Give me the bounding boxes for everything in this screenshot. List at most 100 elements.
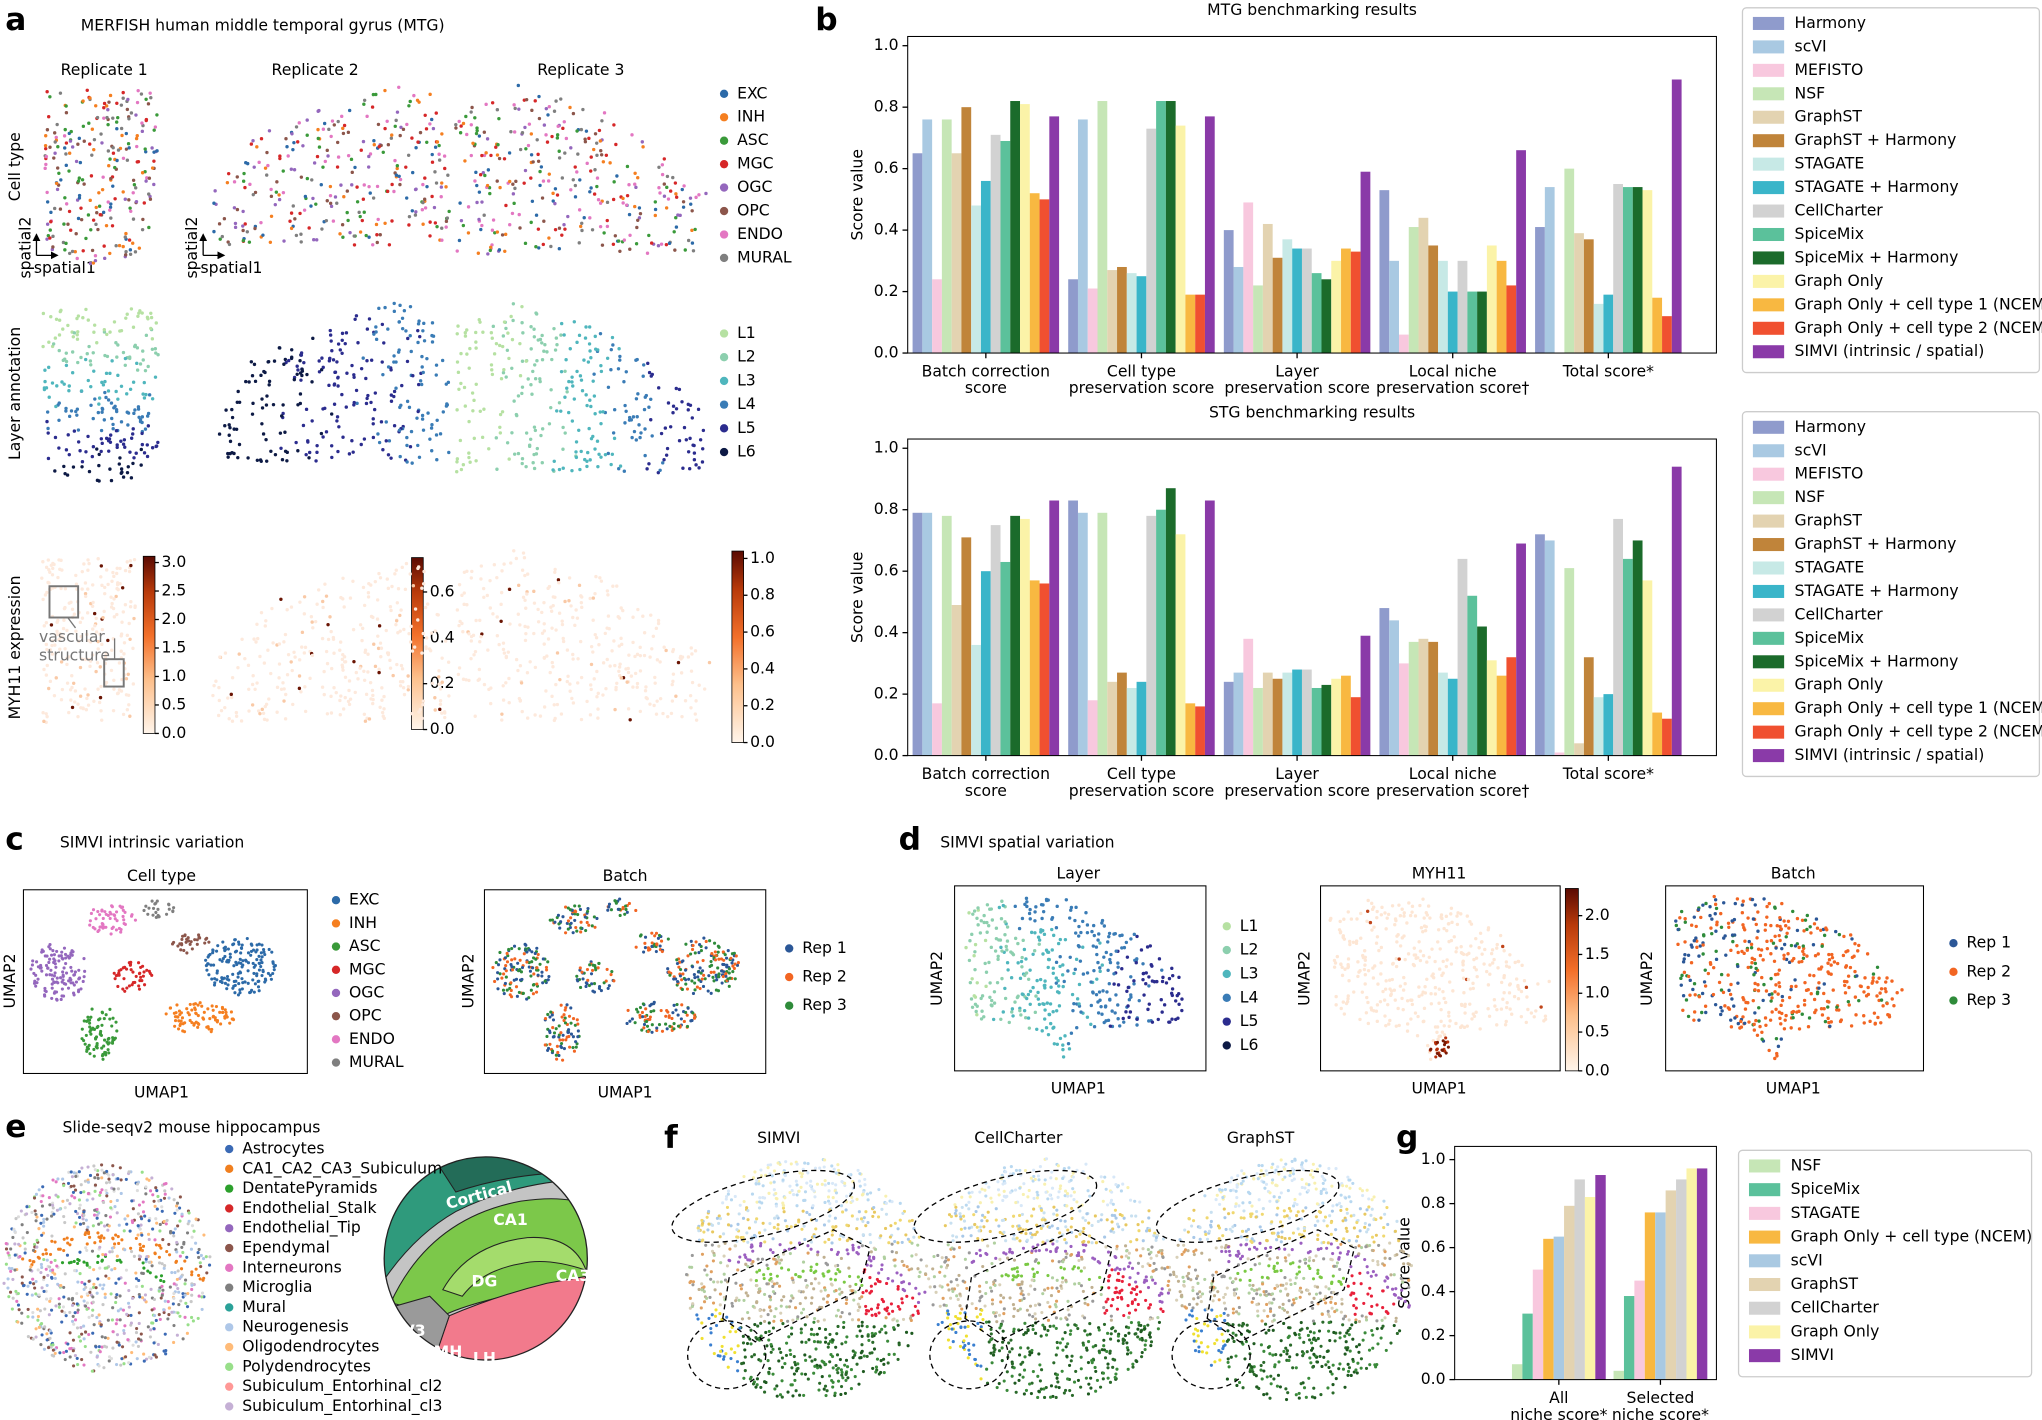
cell-dot [408, 99, 412, 104]
cell-dot [79, 206, 83, 210]
cell-dot [149, 311, 153, 316]
cell-dot [320, 227, 324, 231]
legend-label: L4 [1240, 987, 1259, 1006]
cell-dot [674, 215, 678, 220]
cell-dot [120, 677, 124, 682]
legend-dot [331, 896, 341, 905]
cell-dot [47, 395, 51, 399]
cell-dot [387, 439, 392, 443]
cell-dot [1003, 933, 1007, 937]
cell-dot [477, 667, 482, 672]
cell-dot [111, 151, 116, 155]
cell-dot [220, 976, 224, 980]
cell-dot [397, 320, 401, 324]
bar [1623, 1296, 1635, 1380]
cell-dot [567, 599, 571, 603]
cell-dot [643, 941, 647, 945]
cell-dot [659, 431, 664, 436]
cell-dot [321, 599, 325, 604]
cell-dot [1074, 931, 1078, 935]
cell-dot [389, 393, 394, 397]
cell-dot [396, 587, 401, 591]
cell-dot [695, 960, 700, 964]
cell-dot [106, 389, 111, 393]
cell-dot [43, 368, 47, 372]
cell-dot [667, 241, 672, 246]
cell-dot [57, 348, 61, 353]
cell-dot [487, 186, 492, 190]
cell-dot [1128, 1010, 1133, 1014]
cell-dot [716, 966, 720, 970]
cell-dot [1096, 1000, 1100, 1004]
cell-dot [502, 562, 506, 566]
cell-dot [554, 99, 558, 103]
cell-dot [405, 460, 409, 464]
cell-dot [1374, 941, 1379, 945]
y-tick-label: 0.2 [874, 281, 899, 300]
cell-dot [362, 669, 366, 674]
cell-dot [682, 425, 687, 430]
cell-dot [1061, 1043, 1065, 1047]
cell-dot [1141, 977, 1145, 982]
cell-dot [704, 946, 708, 950]
cell-dot [183, 934, 187, 938]
cell-dot [545, 140, 550, 144]
cell-dot [83, 687, 87, 691]
cell-dot [371, 701, 375, 706]
legend-label: Rep 2 [802, 967, 847, 986]
region-label: MH [434, 1342, 463, 1361]
cell-dot [76, 714, 80, 719]
cell-dot [989, 907, 994, 911]
bar [1301, 248, 1312, 354]
colorbar-tick-label: 1.0 [750, 548, 775, 567]
cell-dot [416, 340, 420, 345]
cell-dot [394, 386, 398, 390]
cell-dot [440, 132, 444, 136]
cell-dot [974, 1009, 978, 1014]
cell-dot [627, 653, 631, 657]
cell-dot [1514, 977, 1519, 981]
cell-dot [267, 947, 271, 952]
cell-dot [41, 560, 45, 564]
cell-dot [497, 642, 501, 647]
cell-dot [1407, 901, 1411, 905]
cell-dot [339, 694, 343, 698]
cell-dot [138, 362, 143, 366]
cell-dot [238, 988, 242, 992]
cell-dot [289, 226, 294, 231]
cell-dot [692, 451, 697, 455]
cell-dot [461, 677, 466, 681]
cell-dot [48, 95, 52, 99]
cell-dot [421, 428, 426, 432]
text-line: preservation score† [1376, 378, 1529, 397]
cell-dot [362, 102, 366, 106]
cell-dot [517, 212, 521, 217]
cell-dot [94, 669, 98, 674]
cell-dot [642, 1026, 646, 1030]
cell-dot [417, 710, 421, 714]
cell-dot [411, 374, 415, 378]
cell-dot [681, 959, 685, 963]
cell-dot [433, 221, 438, 225]
cell-dot [1135, 1017, 1139, 1021]
cell-dot [406, 688, 410, 692]
cell-dot [1351, 940, 1356, 944]
cell-dot [63, 647, 67, 651]
cell-dot [622, 469, 627, 473]
cell-dot [525, 716, 530, 720]
cell-dot [428, 220, 432, 224]
cell-dot [599, 369, 604, 374]
axis-label: spatial1 [201, 258, 263, 277]
bar [1087, 288, 1098, 354]
cell-dot [69, 953, 73, 957]
cell-dot [379, 420, 384, 424]
cell-dot [626, 666, 630, 671]
cell-dot [577, 428, 581, 432]
cell-dot [77, 136, 82, 141]
cell-dot [424, 645, 428, 649]
cell-dot [507, 457, 511, 461]
cell-dot [89, 174, 94, 178]
cell-dot [88, 359, 93, 363]
cell-dot [334, 690, 338, 695]
cell-dot [499, 602, 503, 607]
